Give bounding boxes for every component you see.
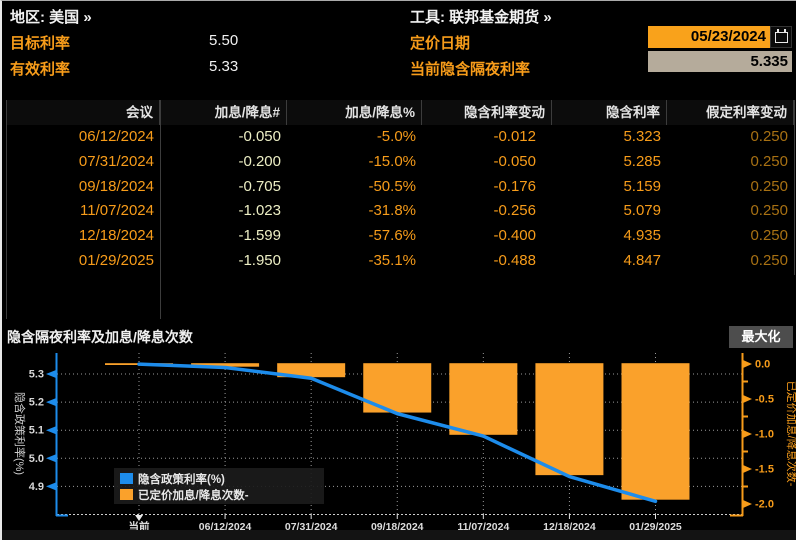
table-row[interactable]: 07/31/2024 -0.200 -15.0% -0.050 5.285 0.250 xyxy=(6,150,794,175)
meeting-date: 07/31/2024 xyxy=(78,152,154,170)
legend-label: 隐含政策利率(%) xyxy=(138,472,225,486)
tool-selector[interactable]: 工具: 联邦基金期货 » xyxy=(410,9,552,26)
table-cell: 5.079 xyxy=(623,202,661,220)
table-cell: 0.250 xyxy=(750,202,788,220)
meetings-table: 会议 加息/降息# 加息/降息% 隐含利率变动 隐含利率 假定利率变动 06/12/202… xyxy=(6,100,794,274)
left-tick-label: 5.1 xyxy=(29,425,44,437)
table-cell: 4.935 xyxy=(623,227,661,245)
table-cell: -57.6% xyxy=(368,227,416,245)
table-cell: -50.5% xyxy=(368,177,416,195)
right-axis: 0.0 -0.5 -1.0 -1.5 -2.0 xyxy=(730,353,774,517)
table-cell: 0.250 xyxy=(750,227,788,245)
calendar-button[interactable] xyxy=(770,26,792,48)
table-cell: -5.0% xyxy=(376,128,416,145)
table-border-left xyxy=(6,100,7,319)
table-cell: -35.1% xyxy=(368,251,416,269)
table-cell: 4.847 xyxy=(623,251,661,269)
calendar-icon xyxy=(775,29,788,43)
bar xyxy=(191,363,260,367)
table-cell: 0.250 xyxy=(750,152,788,170)
table-row[interactable]: 06/12/2024 -0.050 -5.0% -0.012 5.323 0.250 xyxy=(6,125,794,150)
effective-rate-value: 5.33 xyxy=(209,58,239,75)
table-cell: 5.285 xyxy=(623,152,661,170)
chart-title: 隐含隔夜利率及加息/降息次数 xyxy=(7,329,193,345)
right-tick-label: 0.0 xyxy=(755,359,770,371)
meeting-date: 06/12/2024 xyxy=(78,128,154,145)
table-cell: -15.0% xyxy=(368,152,416,170)
legend-swatch-bar xyxy=(120,489,133,500)
table-cell: 5.323 xyxy=(623,128,661,145)
right-tick-label: -0.5 xyxy=(755,394,774,406)
table-cell: -0.050 xyxy=(238,128,281,145)
table-col-divider xyxy=(160,100,161,319)
left-axis: 5.3 5.2 5.1 5.0 4.9 xyxy=(29,353,68,517)
table-cell: -0.488 xyxy=(493,251,536,269)
column-header: 加息/降息% xyxy=(287,100,422,125)
bar xyxy=(535,363,604,476)
table-row[interactable]: 01/29/2025 -1.950 -35.1% -0.488 4.847 0.250 xyxy=(6,249,794,274)
bottom-edge xyxy=(2,530,796,540)
right-tick-label: -1.0 xyxy=(755,429,774,441)
meeting-date: 11/07/2024 xyxy=(80,202,154,220)
pricing-date-input[interactable]: 05/23/2024 xyxy=(648,26,770,48)
table-row[interactable]: 12/18/2024 -1.599 -57.6% -0.400 4.935 0.250 xyxy=(6,224,794,249)
chart-legend: 隐含政策利率(%) 已定价加息/降息次数- xyxy=(114,468,324,504)
table-row[interactable]: 09/18/2024 -0.705 -50.5% -0.176 5.159 0.250 xyxy=(6,175,794,200)
left-tick-label: 5.2 xyxy=(29,397,44,409)
hike-cut-bars xyxy=(105,363,690,500)
table-cell: -1.023 xyxy=(238,202,281,220)
bar xyxy=(621,363,690,500)
column-header: 会议 xyxy=(6,100,160,125)
implied-overnight-label: 当前隐含隔夜利率 xyxy=(410,61,531,78)
table-cell: -0.256 xyxy=(493,202,536,220)
legend-swatch-line xyxy=(120,473,133,484)
rate-chart[interactable]: 当前 06/12/2024 07/31/2024 09/18/2024 11/07/20… xyxy=(2,323,796,540)
target-rate-label: 目标利率 xyxy=(10,35,71,52)
table-cell: -0.050 xyxy=(493,152,536,170)
left-tick-label: 5.3 xyxy=(29,369,44,381)
bar xyxy=(277,363,346,378)
column-header: 加息/降息# xyxy=(160,100,287,125)
table-cell: -0.176 xyxy=(493,177,536,195)
table-cell: -31.8% xyxy=(368,202,416,220)
region-selector[interactable]: 地区: 美国 » xyxy=(10,9,92,26)
table-cell: -1.950 xyxy=(238,251,281,269)
pricing-date-label: 定价日期 xyxy=(410,35,471,52)
table-cell: -1.599 xyxy=(238,227,281,245)
meeting-date: 09/18/2024 xyxy=(78,177,154,195)
table-cell: -0.705 xyxy=(238,177,281,195)
effective-rate-label: 有效利率 xyxy=(10,61,71,78)
meeting-date: 12/18/2024 xyxy=(78,227,154,245)
column-header: 隐含利率变动 xyxy=(422,100,552,125)
left-tick-label: 5.0 xyxy=(29,453,44,465)
table-cell: -0.012 xyxy=(493,128,536,145)
column-header: 假定利率变动 xyxy=(667,100,794,125)
column-header: 隐含利率 xyxy=(552,100,667,125)
chart-svg: 当前 06/12/2024 07/31/2024 09/18/2024 11/07/20… xyxy=(13,353,796,533)
table-header-row: 会议 加息/降息# 加息/降息% 隐含利率变动 隐含利率 假定利率变动 xyxy=(6,100,794,125)
table-cell: 0.250 xyxy=(750,251,788,269)
target-rate-value: 5.50 xyxy=(209,32,239,49)
table-row[interactable]: 11/07/2024 -1.023 -31.8% -0.256 5.079 0.250 xyxy=(6,199,794,224)
table-cell: -0.200 xyxy=(238,152,281,170)
right-tick-label: -1.5 xyxy=(755,464,774,476)
x-tick-label: 当前 xyxy=(129,520,150,533)
implied-overnight-field[interactable]: 5.335 xyxy=(648,51,792,72)
meeting-date: 01/29/2025 xyxy=(78,251,154,269)
bar xyxy=(449,363,518,435)
table-cell: 0.250 xyxy=(750,128,788,145)
table-cell: 0.250 xyxy=(750,177,788,195)
implied-rate-line xyxy=(137,362,658,504)
right-tick-label: -2.0 xyxy=(755,499,774,511)
table-cell: -0.400 xyxy=(493,227,536,245)
left-tick-label: 4.9 xyxy=(29,481,44,493)
table-border-right xyxy=(794,100,795,275)
left-axis-title: 隐含政策利率(%) xyxy=(13,392,27,475)
table-cell: 5.159 xyxy=(623,177,661,195)
legend-label: 已定价加息/降息次数- xyxy=(138,488,249,502)
maximize-button[interactable]: 最大化 xyxy=(729,326,793,348)
table-body: 06/12/2024 -0.050 -5.0% -0.012 5.323 0.250 07/… xyxy=(6,125,794,274)
right-axis-title: 已定价加息/降息次数- xyxy=(785,381,796,487)
